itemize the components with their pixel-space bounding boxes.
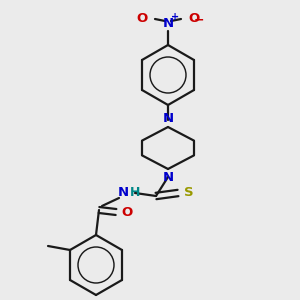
Text: N: N [162, 171, 174, 184]
Text: O: O [137, 11, 148, 25]
Text: N: N [162, 17, 174, 30]
Text: −: − [194, 14, 204, 26]
Text: O: O [121, 206, 132, 218]
Text: H: H [130, 185, 140, 199]
Text: S: S [184, 185, 194, 199]
Text: N: N [162, 112, 174, 125]
Text: N: N [118, 185, 129, 199]
Text: O: O [188, 11, 199, 25]
Text: +: + [171, 12, 180, 22]
